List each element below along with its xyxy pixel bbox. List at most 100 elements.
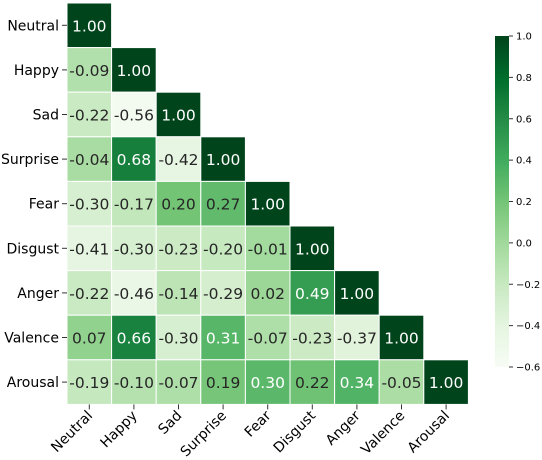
heatmap-cell bbox=[334, 359, 380, 405]
colorbar-tick-label: 1.0 bbox=[516, 32, 532, 43]
cell-value-label: -0.23 bbox=[292, 330, 332, 348]
heatmap-cell bbox=[289, 225, 336, 272]
heatmap-cell bbox=[244, 225, 291, 272]
y-tick-label: Surprise bbox=[1, 152, 59, 168]
cell-value-label: -0.10 bbox=[114, 374, 154, 392]
cell-value-label: 0.20 bbox=[161, 196, 196, 214]
x-tick-label: Surprise bbox=[178, 408, 230, 460]
colorbar: 1.0 0.8 0.6 0.4 0.2 0.0 −0.2 −0.4 −0.6 bbox=[495, 32, 540, 374]
cell-value-label: -0.07 bbox=[158, 374, 198, 392]
cell-value-label: -0.46 bbox=[114, 285, 154, 303]
cell-value-label: 0.68 bbox=[117, 151, 152, 169]
y-tick-label: Happy bbox=[14, 63, 59, 79]
heatmap-cell bbox=[155, 314, 202, 361]
cell-value-label: -0.30 bbox=[69, 196, 109, 214]
x-tick-label: Anger bbox=[323, 408, 364, 449]
cell-value-label: -0.56 bbox=[114, 107, 154, 125]
cell-value-label: 1.00 bbox=[340, 285, 375, 303]
x-tick-label: Valence bbox=[358, 408, 408, 458]
heatmap-cell bbox=[289, 359, 336, 405]
heatmap-cell bbox=[200, 359, 246, 405]
heatmap-cell bbox=[111, 270, 157, 316]
colorbar-tick-label: −0.4 bbox=[516, 321, 540, 332]
colorbar-gradient bbox=[495, 36, 509, 367]
cell-value-label: -0.14 bbox=[158, 285, 198, 303]
cell-value-label: 0.30 bbox=[250, 374, 285, 392]
y-tick-label: Disgust bbox=[6, 241, 59, 257]
x-tick-label: Fear bbox=[242, 408, 275, 441]
heatmap-cell bbox=[66, 47, 113, 93]
colorbar-tick-label: 0.4 bbox=[516, 156, 532, 167]
x-tick-label: Happy bbox=[97, 408, 140, 451]
cell-value-label: -0.17 bbox=[114, 196, 154, 214]
heatmap-cell bbox=[423, 359, 469, 405]
cell-value-label: 0.34 bbox=[340, 374, 375, 392]
cell-value-label: -0.01 bbox=[248, 240, 288, 258]
y-tick-label: Sad bbox=[33, 108, 59, 124]
cell-value-label: 1.00 bbox=[295, 240, 330, 258]
x-tick-label: Arousal bbox=[405, 408, 453, 456]
cell-value-label: -0.05 bbox=[381, 374, 421, 392]
cell-value-label: -0.23 bbox=[158, 240, 198, 258]
colorbar-tick-label: 0.8 bbox=[516, 73, 532, 84]
cell-value-label: -0.22 bbox=[69, 285, 109, 303]
cell-value-label: -0.30 bbox=[158, 330, 198, 348]
colorbar-tick-label: 0.6 bbox=[516, 114, 532, 125]
y-tick-label: Fear bbox=[29, 197, 59, 213]
cell-value-label: 0.49 bbox=[295, 285, 330, 303]
heatmap-cell bbox=[66, 314, 113, 361]
cell-value-label: -0.19 bbox=[69, 374, 109, 392]
cell-value-label: 0.07 bbox=[72, 330, 107, 348]
cell-value-label: 0.02 bbox=[250, 285, 285, 303]
heatmap-cell bbox=[66, 359, 113, 405]
heatmap-cell bbox=[66, 2, 113, 49]
cell-value-label: 1.00 bbox=[206, 151, 241, 169]
colorbar-tick-label: −0.2 bbox=[516, 280, 540, 291]
heatmap-cell bbox=[378, 314, 425, 361]
cell-value-label: -0.04 bbox=[69, 151, 109, 169]
cell-value-label: -0.09 bbox=[69, 62, 109, 80]
y-tick-label: Valence bbox=[4, 331, 59, 347]
cell-value-label: 1.00 bbox=[429, 374, 464, 392]
heatmap-cell bbox=[66, 270, 113, 316]
cell-value-label: 0.66 bbox=[117, 330, 152, 348]
cell-value-label: 1.00 bbox=[250, 196, 285, 214]
cell-value-label: -0.20 bbox=[203, 240, 243, 258]
cell-value-label: -0.42 bbox=[158, 151, 198, 169]
cell-value-label: -0.30 bbox=[114, 240, 154, 258]
cell-value-label: -0.07 bbox=[248, 330, 288, 348]
heatmap-cell bbox=[289, 270, 336, 316]
colorbar-tick-label: 0.2 bbox=[516, 197, 532, 208]
x-tick-label: Neutral bbox=[48, 408, 96, 456]
cell-value-label: 0.22 bbox=[295, 374, 330, 392]
cell-value-label: -0.22 bbox=[69, 107, 109, 125]
heatmap-cells: 1.00 -0.09 1.00 -0.22 -0.56 1.00 -0.04 0.68 -0.4… bbox=[66, 2, 469, 405]
heatmap-cell bbox=[111, 136, 157, 182]
heatmap-cell bbox=[155, 225, 202, 272]
colorbar-tick-label: −0.6 bbox=[516, 363, 540, 374]
heatmap-cell bbox=[334, 270, 380, 316]
heatmap-cell bbox=[155, 91, 202, 138]
y-axis-tick-labels: Neutral Happy Sad Surprise Fear Disgust Anger V… bbox=[1, 18, 67, 391]
colorbar-tick-label: 0.0 bbox=[516, 238, 532, 249]
cell-value-label: 0.19 bbox=[206, 374, 241, 392]
y-tick-label: Neutral bbox=[7, 18, 59, 34]
y-tick-label: Anger bbox=[17, 286, 59, 302]
cell-value-label: 1.00 bbox=[117, 62, 152, 80]
x-tick-label: Disgust bbox=[271, 408, 320, 457]
heatmap-cell bbox=[200, 225, 246, 272]
cell-value-label: 1.00 bbox=[72, 17, 107, 35]
y-tick-label: Arousal bbox=[7, 375, 59, 391]
heatmap-cell bbox=[155, 359, 202, 405]
heatmap-cell bbox=[200, 136, 246, 182]
cell-value-label: 0.31 bbox=[206, 330, 241, 348]
heatmap-cell bbox=[200, 180, 246, 227]
cell-value-label: 0.27 bbox=[206, 196, 241, 214]
cell-value-label: -0.37 bbox=[337, 330, 377, 348]
heatmap-cell bbox=[111, 180, 157, 227]
cell-value-label: -0.41 bbox=[69, 240, 109, 258]
cell-value-label: 1.00 bbox=[384, 330, 419, 348]
cell-value-label: -0.29 bbox=[203, 285, 243, 303]
